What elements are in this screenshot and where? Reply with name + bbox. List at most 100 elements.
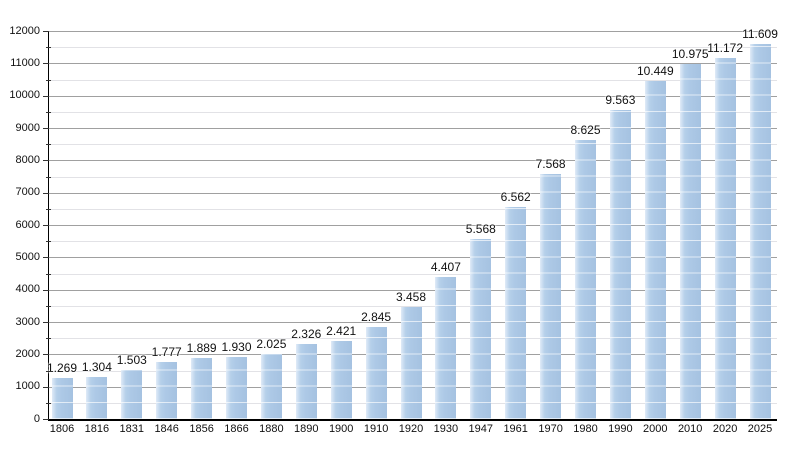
bar-1866 [226, 356, 247, 419]
x-tick-label: 1947 [468, 423, 494, 435]
y-major-tick [43, 289, 49, 291]
y-tick-label: 3000 [15, 315, 40, 328]
value-label: 2.025 [256, 336, 287, 351]
major-gridline [49, 192, 777, 194]
y-tick-label: 12000 [9, 24, 40, 37]
minor-gridline [49, 79, 777, 81]
y-major-tick [43, 128, 49, 129]
y-tick-label: 11000 [10, 56, 40, 69]
bar-1900 [330, 340, 352, 419]
bar-1947 [470, 238, 492, 419]
y-major-tick [43, 31, 49, 32]
x-tick-label: 2010 [677, 423, 703, 435]
value-label: 1.930 [221, 339, 252, 354]
plot-area: 1.269 1.304 1.503 1.777 1.889 1.930 2.025 2.326… [47, 27, 778, 421]
x-tick-label: 2000 [643, 423, 668, 435]
y-minor-tick [46, 144, 51, 146]
x-tick-label: 1961 [503, 423, 528, 435]
bar-2020 [714, 57, 736, 419]
major-gridline [49, 289, 777, 291]
value-label: 1.269 [46, 360, 78, 375]
x-tick-label: 1970 [538, 423, 563, 435]
value-label: 10.449 [636, 64, 674, 79]
y-minor-tick [46, 47, 51, 49]
value-label: 5.568 [465, 221, 496, 236]
y-tick-label: 10000 [9, 89, 40, 102]
value-label: 9.563 [605, 92, 636, 107]
bar-1910 [365, 327, 387, 419]
minor-gridline [49, 47, 777, 49]
major-gridline [49, 160, 777, 162]
x-tick-label: 1920 [398, 423, 424, 435]
x-tick-label: 1856 [189, 423, 214, 435]
bar-1831 [121, 370, 143, 419]
bar-2000 [644, 81, 666, 419]
value-label: 4.407 [430, 259, 461, 274]
x-tick-label: 1930 [433, 423, 459, 435]
major-gridline [49, 257, 777, 259]
y-major-tick [43, 225, 49, 226]
value-label: 1.777 [151, 344, 182, 359]
y-minor-tick [46, 111, 51, 113]
y-minor-tick [46, 338, 51, 340]
bar-1980 [575, 140, 596, 419]
bar-1880 [260, 353, 282, 419]
value-label: 2.845 [361, 310, 392, 325]
value-label: 1.889 [186, 340, 217, 355]
y-tick-label: 0 [33, 412, 40, 425]
major-gridline [49, 31, 777, 32]
x-tick-label: 1816 [84, 423, 110, 435]
minor-gridline [49, 241, 777, 243]
x-tick-label: 1806 [49, 423, 75, 435]
x-tick-label: 1990 [608, 423, 633, 435]
value-label: 11.172 [707, 40, 743, 55]
value-label: 3.458 [395, 290, 427, 305]
y-minor-tick [46, 273, 51, 275]
y-major-tick [43, 386, 49, 388]
x-tick-label: 1880 [259, 423, 284, 435]
y-tick-label: 2000 [15, 347, 40, 360]
x-tick-label: 2020 [712, 423, 738, 435]
bar-1930 [435, 276, 457, 419]
major-gridline [49, 128, 777, 129]
x-tick-label: 1980 [573, 423, 598, 435]
minor-gridline [49, 208, 777, 210]
y-tick-label: 6000 [15, 218, 40, 231]
bar-1846 [156, 361, 178, 419]
bar-1920 [400, 307, 422, 419]
y-major-tick [43, 160, 49, 162]
bar-1806 [51, 377, 73, 419]
y-major-tick [43, 354, 49, 356]
x-tick-label: 1890 [294, 423, 319, 435]
y-major-tick [43, 322, 49, 323]
value-label: 2.326 [291, 326, 322, 341]
value-label: 8.625 [570, 123, 601, 138]
y-minor-tick [46, 370, 51, 372]
y-tick-label: 1000 [15, 380, 40, 393]
y-tick-label: 5000 [15, 250, 40, 263]
minor-gridline [49, 176, 777, 178]
y-major-tick [43, 257, 49, 259]
x-tick-label: 1831 [119, 423, 145, 435]
x-tick-label: 2025 [747, 423, 773, 435]
x-tick-label: 1846 [154, 423, 179, 435]
major-gridline [49, 95, 777, 97]
bar-1816 [86, 376, 108, 419]
x-tick-label: 1900 [328, 423, 354, 435]
value-label: 6.562 [500, 189, 531, 204]
y-tick-label: 8000 [15, 153, 40, 166]
minor-gridline [49, 144, 777, 146]
bar-1890 [295, 343, 317, 419]
y-minor-tick [46, 305, 51, 307]
y-minor-tick [46, 402, 51, 404]
major-gridline [49, 63, 777, 65]
y-tick-label: 4000 [15, 283, 40, 296]
x-tick-label: 1910 [363, 423, 389, 435]
y-major-tick [43, 63, 49, 65]
value-label: 1.503 [116, 353, 147, 368]
y-minor-tick [46, 176, 51, 178]
y-major-tick [43, 95, 49, 97]
minor-gridline [49, 273, 777, 275]
value-label: 2.421 [326, 323, 357, 338]
